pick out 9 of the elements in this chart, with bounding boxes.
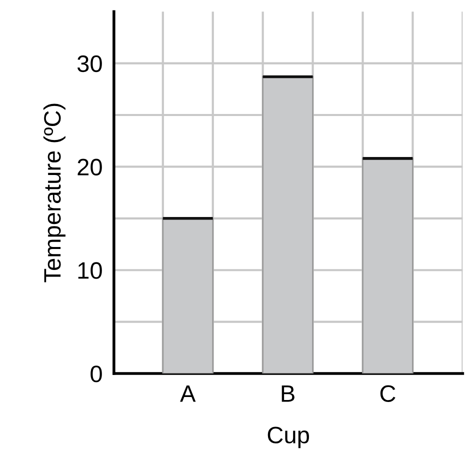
- y-tick-label: 0: [90, 366, 102, 382]
- y-tick-label: 10: [78, 262, 102, 279]
- x-tick-label: A: [180, 386, 196, 402]
- y-tick-label: 30: [77, 55, 102, 72]
- y-tick-label: 20: [78, 158, 102, 176]
- x-tick-label: C: [380, 385, 396, 402]
- x-tick-label: B: [282, 386, 294, 402]
- y-axis-title: Temperature (ºC): [43, 104, 66, 282]
- x-axis-title: Cup: [268, 426, 309, 448]
